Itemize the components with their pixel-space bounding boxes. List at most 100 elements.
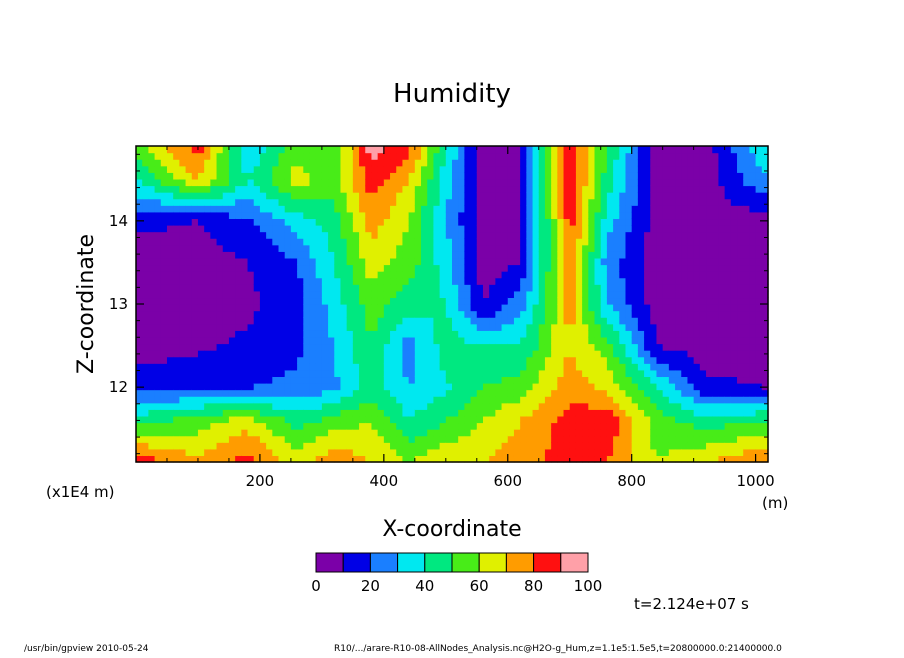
heatmap-cell	[421, 344, 428, 351]
heatmap-cell	[353, 192, 360, 199]
heatmap-cell	[285, 330, 292, 337]
heatmap-cell	[625, 186, 632, 193]
heatmap-cell	[644, 271, 651, 278]
heatmap-cell	[433, 166, 440, 173]
heatmap-cell	[421, 179, 428, 186]
heatmap-cell	[675, 225, 682, 232]
heatmap-cell	[520, 403, 527, 410]
heatmap-cell	[464, 251, 471, 258]
heatmap-cell	[421, 291, 428, 298]
heatmap-cell	[681, 363, 688, 370]
heatmap-cell	[291, 350, 298, 357]
heatmap-cell	[309, 238, 316, 245]
heatmap-cell	[644, 291, 651, 298]
heatmap-cell	[607, 396, 614, 403]
heatmap-cell	[235, 423, 242, 430]
heatmap-cell	[248, 212, 255, 219]
heatmap-cell	[254, 225, 261, 232]
heatmap-cell	[483, 153, 490, 160]
heatmap-cell	[725, 297, 732, 304]
heatmap-cell	[706, 284, 713, 291]
heatmap-cell	[297, 311, 304, 318]
heatmap-cell	[229, 376, 236, 383]
heatmap-cell	[706, 304, 713, 311]
heatmap-cell	[576, 232, 583, 239]
heatmap-cell	[464, 409, 471, 416]
heatmap-cell	[248, 271, 255, 278]
heatmap-cell	[279, 423, 286, 430]
heatmap-cell	[508, 199, 515, 206]
heatmap-cell	[458, 146, 465, 153]
heatmap-cell	[155, 344, 162, 351]
heatmap-cell	[334, 166, 341, 173]
heatmap-cell	[198, 409, 205, 416]
heatmap-cell	[359, 238, 366, 245]
heatmap-cell	[316, 172, 323, 179]
heatmap-cell	[167, 317, 174, 324]
heatmap-cell	[495, 429, 502, 436]
heatmap-cell	[409, 396, 416, 403]
heatmap-cell	[217, 166, 224, 173]
heatmap-cell	[328, 212, 335, 219]
heatmap-cell	[148, 344, 155, 351]
heatmap-cell	[564, 205, 571, 212]
heatmap-cell	[316, 205, 323, 212]
heatmap-cell	[675, 291, 682, 298]
heatmap-cell	[650, 245, 657, 252]
heatmap-cell	[167, 205, 174, 212]
heatmap-cell	[155, 403, 162, 410]
heatmap-cell	[198, 370, 205, 377]
heatmap-cell	[675, 199, 682, 206]
heatmap-cell	[502, 324, 509, 331]
heatmap-cell	[743, 442, 750, 449]
heatmap-cell	[279, 350, 286, 357]
heatmap-cell	[557, 409, 564, 416]
heatmap-cell	[167, 291, 174, 298]
heatmap-cell	[452, 330, 459, 337]
heatmap-cell	[378, 363, 385, 370]
heatmap-cell	[384, 442, 391, 449]
heatmap-cell	[396, 370, 403, 377]
heatmap-cell	[285, 350, 292, 357]
heatmap-cell	[737, 390, 744, 397]
heatmap-cell	[613, 271, 620, 278]
heatmap-cell	[458, 251, 465, 258]
heatmap-cell	[285, 179, 292, 186]
heatmap-cell	[533, 159, 540, 166]
heatmap-cell	[427, 449, 434, 456]
heatmap-cell	[334, 278, 341, 285]
heatmap-cell	[576, 212, 583, 219]
heatmap-cell	[520, 225, 527, 232]
heatmap-cell	[204, 370, 211, 377]
heatmap-cell	[749, 317, 756, 324]
heatmap-cell	[495, 304, 502, 311]
heatmap-cell	[656, 251, 663, 258]
heatmap-cell	[520, 297, 527, 304]
heatmap-cell	[756, 179, 763, 186]
heatmap-cell	[718, 383, 725, 390]
heatmap-cell	[241, 232, 248, 239]
heatmap-cell	[266, 396, 273, 403]
heatmap-cell	[613, 205, 620, 212]
heatmap-cell	[632, 225, 639, 232]
heatmap-cell	[365, 423, 372, 430]
heatmap-cell	[483, 363, 490, 370]
heatmap-cell	[712, 199, 719, 206]
heatmap-cell	[248, 251, 255, 258]
heatmap-cell	[155, 212, 162, 219]
heatmap-cell	[458, 159, 465, 166]
heatmap-cell	[650, 278, 657, 285]
heatmap-cell	[384, 199, 391, 206]
heatmap-cell	[663, 337, 670, 344]
heatmap-cell	[384, 363, 391, 370]
heatmap-cell	[725, 403, 732, 410]
heatmap-cell	[687, 258, 694, 265]
heatmap-cell	[489, 225, 496, 232]
heatmap-cell	[533, 330, 540, 337]
heatmap-cell	[737, 396, 744, 403]
heatmap-cell	[756, 278, 763, 285]
heatmap-cell	[365, 146, 372, 153]
heatmap-cell	[415, 172, 422, 179]
heatmap-cell	[533, 232, 540, 239]
heatmap-cell	[625, 251, 632, 258]
